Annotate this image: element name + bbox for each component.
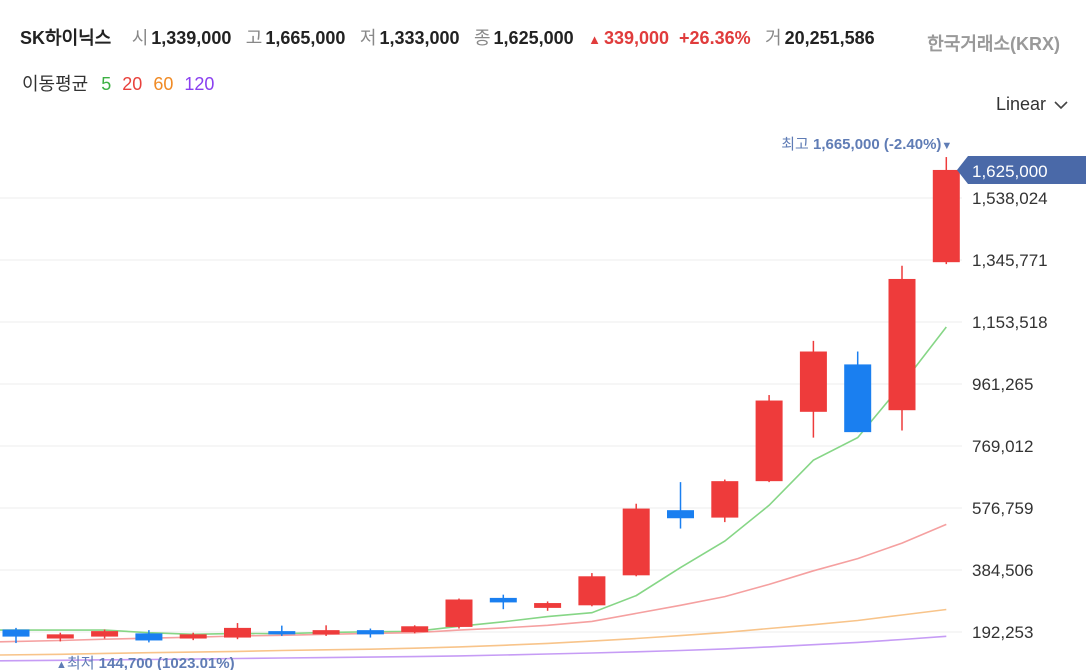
candle-body	[135, 633, 163, 641]
y-tick-label: 1,538,024	[972, 189, 1048, 208]
scale-selector-label: Linear	[995, 94, 1046, 114]
candle-body	[534, 603, 562, 608]
candle[interactable]	[844, 351, 872, 433]
change-value: 339,000	[603, 28, 670, 48]
change-percent: +26.36%	[679, 28, 751, 48]
candle[interactable]	[312, 625, 340, 636]
candle[interactable]	[799, 340, 827, 438]
candle-body	[91, 631, 119, 637]
up-arrow-icon: ▲	[588, 32, 601, 47]
chevron-down-icon	[1054, 101, 1068, 110]
ma-legend-item-5[interactable]: 5	[101, 74, 112, 94]
candle-body	[268, 631, 296, 635]
candle-body	[46, 634, 74, 639]
candle-body	[312, 630, 340, 635]
ma-legend-item-120[interactable]: 120	[184, 74, 215, 94]
y-tick-label: 576,759	[972, 499, 1033, 518]
candle[interactable]	[755, 395, 783, 483]
candle[interactable]	[932, 157, 960, 265]
candle-body	[932, 169, 960, 263]
candle[interactable]	[534, 601, 562, 611]
volume-label: 거	[765, 28, 782, 48]
y-tick-label: 769,012	[972, 437, 1033, 456]
ma-line-5	[0, 326, 947, 636]
candle[interactable]	[268, 625, 296, 636]
stock-name[interactable]: SK하이닉스	[20, 28, 112, 48]
ma-legend-title: 이동평균	[22, 74, 89, 94]
scale-selector[interactable]: Linear	[996, 94, 1068, 115]
last-price-label: 1,625,000	[972, 162, 1048, 181]
candle[interactable]	[489, 594, 517, 610]
candle[interactable]	[667, 482, 694, 529]
candle-body	[179, 634, 207, 639]
y-tick-label: 1,345,771	[972, 251, 1048, 270]
volume-value: 20,251,586	[784, 28, 875, 48]
candle-body	[622, 508, 650, 576]
candle-body	[224, 627, 251, 638]
candle-body	[755, 400, 783, 482]
ma-legend-item-60[interactable]: 60	[153, 74, 174, 94]
candle-body	[799, 351, 827, 412]
moving-average-legend: 이동평균 5 20 60 120	[22, 70, 220, 96]
candle[interactable]	[46, 632, 74, 642]
candle[interactable]	[2, 627, 30, 644]
candle[interactable]	[888, 265, 916, 431]
candle-body	[667, 510, 694, 519]
ma-line-120	[0, 635, 947, 662]
candle-body	[445, 599, 473, 627]
candle[interactable]	[445, 598, 473, 629]
ma-line-60	[0, 608, 947, 656]
low-label: 저	[359, 28, 377, 48]
open-label: 시	[131, 28, 149, 48]
candle-body	[401, 626, 429, 633]
close-value: 1,625,000	[493, 28, 574, 48]
low-annotation: ▲최저 144,700 (1023.01%)	[56, 655, 235, 670]
candle[interactable]	[356, 628, 384, 638]
last-price-tag: 1,625,000	[957, 155, 1086, 184]
candle-body	[711, 481, 739, 518]
exchange-label: 한국거래소(KRX)	[927, 34, 1060, 54]
candle-body	[2, 629, 30, 637]
candle[interactable]	[91, 629, 119, 639]
y-tick-label: 1,153,518	[972, 313, 1048, 332]
y-tick-label: 192,253	[972, 623, 1033, 642]
y-tick-label: 384,506	[972, 561, 1033, 580]
candle[interactable]	[135, 630, 163, 643]
candle-body	[356, 630, 384, 635]
candle-body	[489, 597, 517, 603]
low-value: 1,333,000	[379, 28, 460, 48]
high-label: 고	[245, 28, 263, 48]
ma-legend-item-20[interactable]: 20	[122, 74, 143, 94]
candle[interactable]	[578, 573, 606, 607]
y-tick-label: 961,265	[972, 375, 1033, 394]
high-annotation: 최고 1,665,000 (-2.40%)▼	[781, 136, 952, 153]
high-value: 1,665,000	[265, 28, 346, 48]
price-tag-shape	[957, 155, 1086, 184]
candle[interactable]	[179, 632, 207, 641]
candle-body	[888, 278, 916, 411]
candle[interactable]	[401, 625, 429, 634]
open-value: 1,339,000	[151, 28, 232, 48]
quote-header: SK하이닉스 시 1,339,000 고 1,665,000 저 1,333,000 …	[20, 24, 1074, 54]
candle[interactable]	[224, 623, 251, 640]
close-label: 종	[473, 28, 491, 48]
ma-line-20	[0, 523, 947, 643]
price-chart[interactable]: 192,253 384,506 576,759 769,012 961,265 1,153…	[0, 120, 1086, 670]
candle[interactable]	[711, 479, 739, 523]
candle-body	[578, 576, 606, 606]
candle-body	[844, 364, 872, 433]
candle[interactable]	[622, 503, 650, 577]
